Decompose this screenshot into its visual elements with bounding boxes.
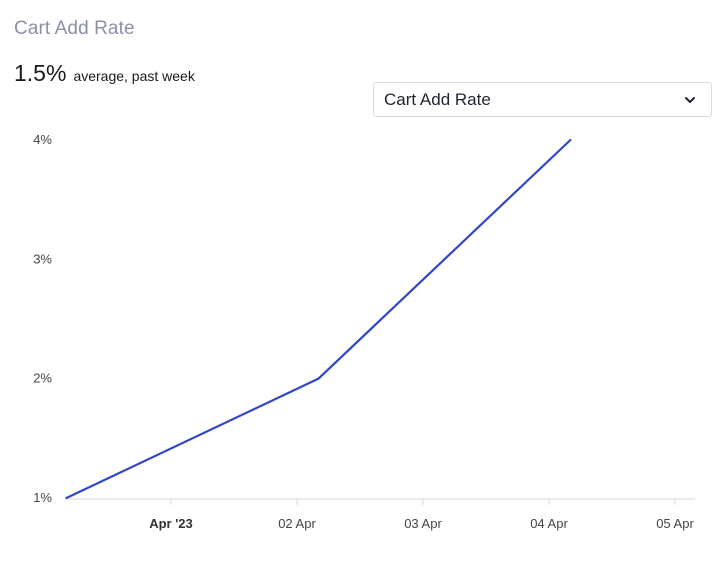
- x-tick-label: 05 Apr: [656, 516, 694, 531]
- y-tick-label: 3%: [33, 251, 52, 266]
- series-line: [65, 138, 572, 500]
- series-group: [65, 138, 572, 500]
- summary: 1.5% average, past week: [14, 60, 195, 87]
- x-axis-ticks: Apr '23 02 Apr 03 Apr 04 Apr 05 Apr: [149, 499, 694, 531]
- card-title: Cart Add Rate: [14, 18, 135, 39]
- y-tick-label: 4%: [33, 132, 52, 147]
- y-tick-label: 2%: [33, 371, 52, 386]
- y-axis-ticks: 1% 2% 3% 4%: [33, 132, 52, 505]
- x-tick-label: 04 Apr: [530, 516, 568, 531]
- summary-caption: average, past week: [73, 68, 195, 84]
- metric-select[interactable]: Cart Add Rate: [373, 82, 712, 117]
- y-tick-label: 1%: [33, 490, 52, 505]
- chevron-down-icon[interactable]: [683, 93, 697, 107]
- metric-select-value: Cart Add Rate: [384, 89, 491, 109]
- x-tick-label: 03 Apr: [404, 516, 442, 531]
- x-tick-label: Apr '23: [149, 516, 193, 531]
- summary-value: 1.5%: [14, 60, 67, 86]
- x-tick-label: 02 Apr: [278, 516, 316, 531]
